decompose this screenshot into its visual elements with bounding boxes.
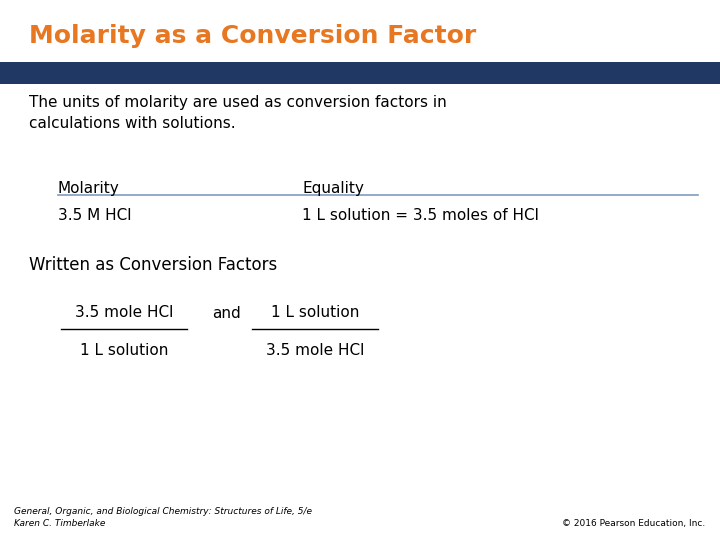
Text: Molarity as a Conversion Factor: Molarity as a Conversion Factor <box>29 24 476 48</box>
Text: 3.5 mole HCl: 3.5 mole HCl <box>266 343 364 358</box>
Text: 3.5 mole HCl: 3.5 mole HCl <box>75 305 174 320</box>
Text: The units of molarity are used as conversion factors in
calculations with soluti: The units of molarity are used as conver… <box>29 94 446 131</box>
Text: Written as Conversion Factors: Written as Conversion Factors <box>29 256 277 274</box>
Text: Molarity: Molarity <box>58 181 120 196</box>
Text: © 2016 Pearson Education, Inc.: © 2016 Pearson Education, Inc. <box>562 519 706 528</box>
Text: 1 L solution: 1 L solution <box>271 305 359 320</box>
Text: 1 L solution: 1 L solution <box>80 343 168 358</box>
Text: General, Organic, and Biological Chemistry: Structures of Life, 5/e
Karen C. Tim: General, Organic, and Biological Chemist… <box>14 507 312 528</box>
Text: 3.5 M HCl: 3.5 M HCl <box>58 208 131 223</box>
Text: and: and <box>212 306 241 321</box>
Text: Equality: Equality <box>302 181 364 196</box>
Text: 1 L solution = 3.5 moles of HCl: 1 L solution = 3.5 moles of HCl <box>302 208 539 223</box>
Bar <box>0 62 720 84</box>
